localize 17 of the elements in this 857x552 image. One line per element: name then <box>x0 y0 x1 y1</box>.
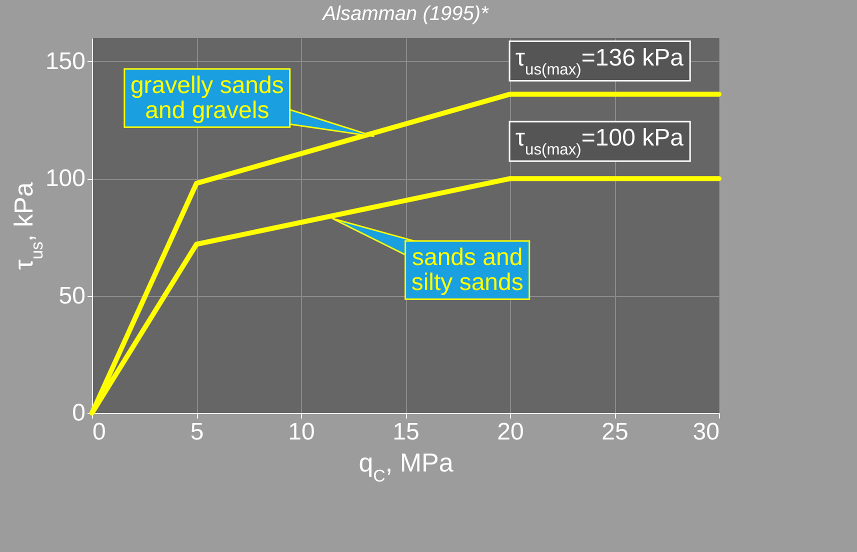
x-tick-label: 30 <box>692 418 720 446</box>
x-tick-label: 5 <box>190 418 204 446</box>
y-tick-label: 100 <box>45 165 86 192</box>
x-tick-label: 25 <box>602 418 628 446</box>
x-axis-title: q$_{C}$, MPa <box>358 448 454 485</box>
y-tick-label: 50 <box>58 282 86 310</box>
annotation: gravelly sands and gravels <box>130 72 284 124</box>
x-tick-label: 15 <box>392 418 420 446</box>
annotation: τ$_{us(max)}$=100 kPa <box>516 124 684 158</box>
annotation: sands and silty sands <box>411 244 524 296</box>
x-tick-label: 20 <box>497 418 524 446</box>
y-tick-label: 150 <box>45 48 86 75</box>
y-tick-label: 0 <box>72 400 86 426</box>
x-tick-label: 0 <box>92 418 106 446</box>
x-tick-label: 10 <box>288 418 315 446</box>
chart-title: Alsamman (1995)* <box>322 3 490 25</box>
annotation: τ$_{us(max)}$=136 kPa <box>516 44 684 78</box>
